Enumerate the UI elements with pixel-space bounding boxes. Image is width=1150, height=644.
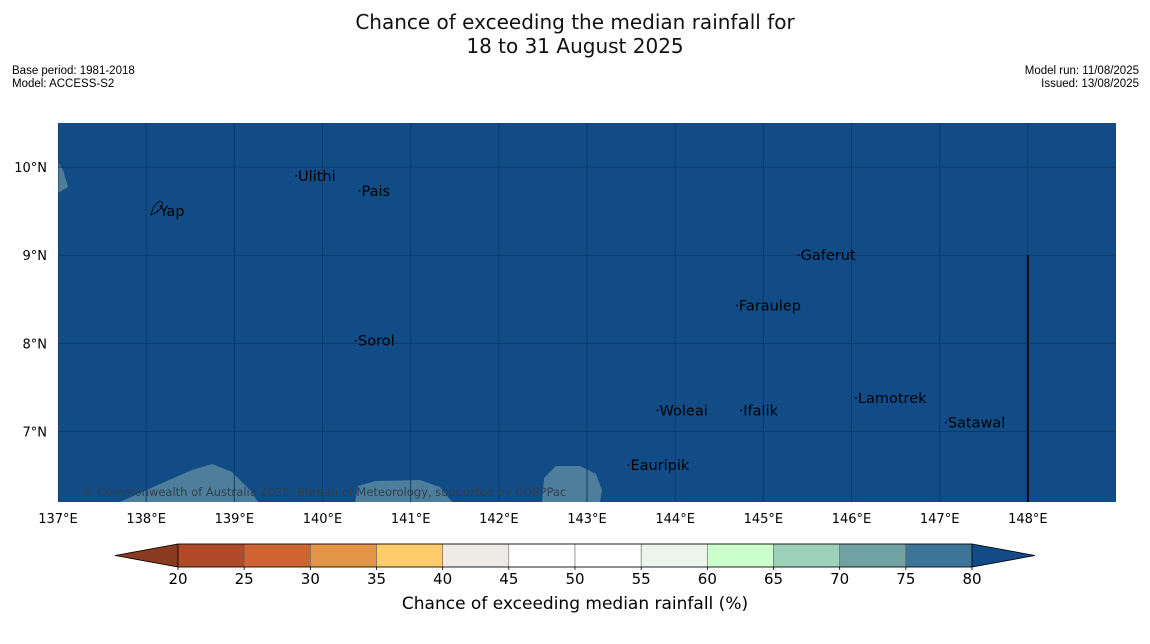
base-period: Base period: 1981-2018 [12,65,135,77]
y-tick-label: 7°N [23,425,48,440]
colorbar-tick-label: 50 [565,570,584,588]
place-label: Ulithi [298,169,336,185]
x-tick-label: 137°E [38,512,78,527]
title-line-1: Chance of exceeding the median rainfall … [355,10,795,34]
colorbar-tick-label: 40 [433,570,452,588]
x-tick-label: 140°E [303,512,343,527]
meta-left: Base period: 1981-2018 Model: ACCESS-S2 [12,65,135,91]
place-marker [735,304,738,307]
colorbar-tick-label: 80 [962,570,981,588]
colorbar-over-arrow [971,543,1036,568]
colorbar-tick-label: 65 [764,570,783,588]
colorbar-tick-label: 20 [168,570,187,588]
colorbar-segment [376,543,443,568]
place-marker [797,254,800,257]
colorbar-tick-label: 45 [499,570,518,588]
y-axis-ticks: 10°N 9°N 8°N 7°N [14,161,47,440]
place-marker [855,397,857,399]
x-tick-label: 146°E [832,512,872,527]
x-tick-label: 143°E [567,512,607,527]
colorbar-segment [839,543,907,568]
colorbar-tick-label: 75 [896,570,915,588]
colorbar-segment [574,543,642,568]
colorbar-segment [508,543,576,568]
colorbar-segment [310,543,377,568]
place-label: Gaferut [801,248,856,264]
title-line-2: 18 to 31 August 2025 [466,34,684,58]
colorbar-tick-label: 55 [632,570,651,588]
model-run: Model run: 11/08/2025 [1024,65,1139,77]
meta-right: Model run: 11/08/2025 Issued: 13/08/2025 [1025,65,1139,91]
x-tick-label: 139°E [215,512,255,527]
colorbar: 20 25 30 35 40 45 50 55 60 65 70 75 80 [114,543,1036,588]
place-label: Sorol [358,334,395,350]
place-labels: Yap Ulithi Pais Gaferut Faraulep Sorol Lamotre… [156,169,1005,474]
map-title: Chance of exceeding the median rainfall … [0,10,1150,58]
x-tick-label: 144°E [655,512,695,527]
x-axis-ticks: 137°E 138°E 139°E 140°E 141°E 142°E 143°E 144°E… [38,512,1047,527]
place-marker [740,409,743,412]
place-marker [358,189,361,192]
place-marker [627,464,630,466]
colorbar-segment [177,543,245,568]
x-tick-label: 141°E [391,512,431,527]
x-tick-label: 145°E [744,512,784,527]
forecast-patch [355,480,452,502]
yap-island-outline [150,200,164,216]
colorbar-segment [905,543,973,568]
colorbar-segment [773,543,840,568]
x-tick-label: 148°E [1008,512,1048,527]
colorbar-label: Chance of exceeding median rainfall (%) [401,594,749,614]
place-label: Pais [362,184,391,200]
place-label: Eauripik [630,458,689,474]
forecast-patch [58,162,68,193]
colorbar-segment [442,543,510,568]
map-gridlines [58,123,1116,502]
colorbar-tick-label: 70 [830,570,849,588]
colorbar-under-arrow [114,543,179,568]
y-tick-label: 9°N [23,249,48,264]
colorbar-segment [243,543,311,568]
place-marker [355,339,357,342]
colorbar-segment [707,543,774,568]
colorbar-segment [640,543,708,568]
forecast-patch [120,464,258,502]
place-label: Satawal [948,416,1005,432]
place-marker [944,421,947,424]
x-tick-label: 142°E [479,512,519,527]
place-label: Woleai [660,403,708,419]
place-label: Faraulep [739,298,801,314]
model-name: Model: ACCESS-S2 [12,78,115,90]
copyright-text: © Commonwealth of Australia 2025, Bureau… [82,485,566,499]
y-tick-label: 8°N [23,337,48,352]
place-marker [656,409,659,412]
colorbar-tick-label: 60 [698,570,717,588]
place-label: Ifalik [743,403,778,419]
colorbar-tick-label: 30 [301,570,320,588]
x-tick-label: 147°E [920,512,960,527]
place-label: Yap [159,204,185,220]
colorbar-tick-label: 25 [235,570,254,588]
place-label: Lamotrek [858,391,927,407]
x-tick-label: 138°E [126,512,166,527]
y-tick-label: 10°N [14,161,47,176]
issued-date: Issued: 13/08/2025 [1041,78,1139,90]
colorbar-tick-label: 35 [367,570,386,588]
place-marker [295,174,297,177]
